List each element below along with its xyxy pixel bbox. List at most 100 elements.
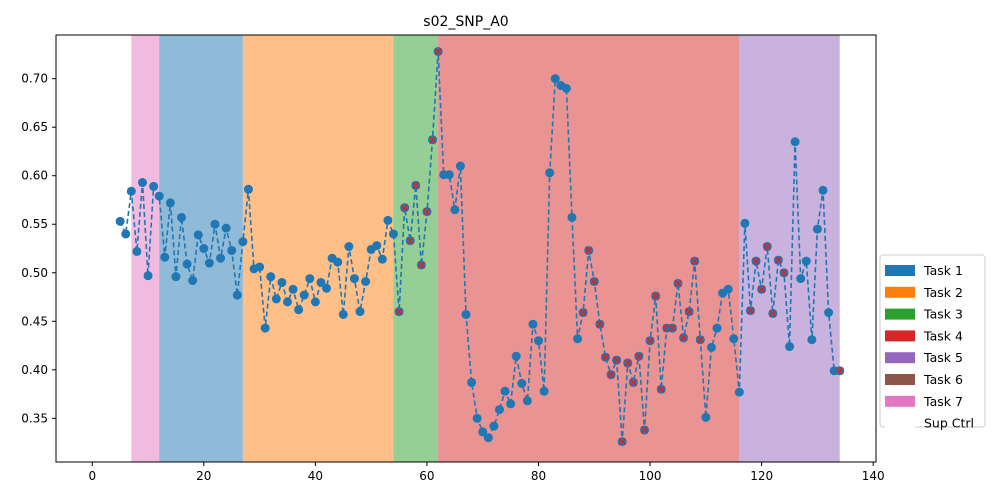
data-point (550, 74, 560, 84)
data-point (294, 305, 304, 315)
data-point-cross (596, 320, 604, 328)
data-point-cross (618, 437, 626, 446)
data-point-cross (763, 242, 771, 251)
data-point-cross (769, 309, 777, 318)
data-point (199, 244, 209, 253)
data-point (182, 259, 192, 269)
data-point-cross (657, 385, 666, 393)
data-point (790, 137, 800, 147)
data-point (807, 335, 817, 345)
legend: Task 1 Task 2 Task 3 Task 4 Task 5 Task 6 Task… (879, 254, 986, 431)
y-axis: 0.35 0.40 0.45 0.50 0.55 0.60 0.65 0.70 (21, 72, 56, 425)
data-point-cross (696, 335, 705, 344)
data-point (785, 342, 795, 352)
data-point (349, 274, 359, 284)
data-point (282, 297, 292, 307)
legend-label: Task 6 (923, 372, 963, 387)
data-point (288, 284, 298, 294)
legend-label: Task 7 (923, 394, 963, 409)
data-point (712, 323, 722, 333)
data-point (534, 336, 544, 346)
data-point (238, 237, 248, 247)
data-point (573, 334, 583, 344)
data-point (517, 378, 527, 388)
x-tick-label: 140 (862, 469, 885, 483)
data-point (472, 413, 482, 423)
data-point (812, 224, 822, 234)
data-point-cross (612, 356, 621, 364)
legend-label: Task 3 (923, 307, 963, 322)
data-point (143, 271, 153, 281)
x-tick-label: 120 (750, 469, 773, 483)
data-point (567, 212, 577, 222)
x-tick-label: 40 (308, 469, 323, 483)
data-point-cross (646, 336, 654, 345)
data-point (322, 283, 332, 293)
data-point (545, 168, 555, 178)
data-point (132, 246, 142, 256)
x-tick-label: 80 (531, 469, 546, 483)
data-point-cross (579, 308, 587, 317)
data-point-cross (651, 292, 660, 300)
data-point (706, 342, 716, 352)
data-point (355, 307, 365, 317)
data-point-cross (417, 261, 426, 269)
data-point (193, 230, 203, 240)
data-point-cross (668, 324, 677, 332)
x-tick-label: 20 (196, 469, 211, 483)
data-point (483, 433, 493, 443)
data-point (528, 319, 538, 329)
legend-swatch (885, 352, 915, 364)
data-point (149, 181, 159, 191)
data-point-cross (584, 246, 593, 255)
data-point-cross (757, 285, 766, 294)
data-point (824, 308, 834, 318)
data-point (461, 309, 471, 319)
data-point (388, 229, 398, 239)
data-point (216, 253, 226, 263)
legend-swatch (885, 374, 915, 385)
data-point (204, 258, 214, 268)
data-point (723, 284, 733, 294)
data-point (701, 412, 711, 422)
data-point (740, 218, 750, 228)
data-point-cross (835, 367, 844, 375)
y-tick-label: 0.50 (21, 266, 48, 280)
data-point-cross (601, 353, 610, 361)
data-point (796, 274, 806, 284)
data-point (260, 323, 270, 333)
y-tick-label: 0.60 (21, 169, 48, 183)
x-axis: 0 20 40 60 80 100 120 140 (88, 462, 885, 483)
legend-label: Sup Ctrl (924, 416, 974, 431)
region-task-5 (739, 35, 840, 462)
data-point-cross (400, 203, 409, 212)
data-point (450, 205, 460, 215)
task-regions (131, 35, 840, 462)
data-point (444, 170, 454, 180)
region-task-3 (393, 35, 439, 462)
data-point (511, 351, 521, 361)
x-tick-label: 0 (88, 469, 96, 483)
data-point (255, 262, 265, 272)
data-point (338, 309, 348, 319)
data-point (377, 254, 387, 264)
data-point (227, 245, 237, 255)
x-tick-label: 60 (419, 469, 434, 483)
data-point (271, 294, 281, 304)
data-point (277, 277, 287, 287)
data-point (310, 297, 320, 307)
y-tick-label: 0.35 (21, 411, 48, 425)
legend-swatch (885, 417, 915, 429)
y-tick-label: 0.65 (21, 120, 48, 134)
data-point (818, 185, 828, 195)
data-point (801, 256, 811, 266)
data-point (478, 427, 488, 437)
data-point (467, 377, 477, 387)
data-point (522, 396, 532, 406)
data-point (305, 274, 315, 284)
data-point-cross (685, 307, 693, 316)
data-point (160, 252, 170, 262)
data-point (383, 215, 393, 225)
legend-label: Task 4 (923, 328, 963, 343)
data-point (299, 290, 309, 300)
